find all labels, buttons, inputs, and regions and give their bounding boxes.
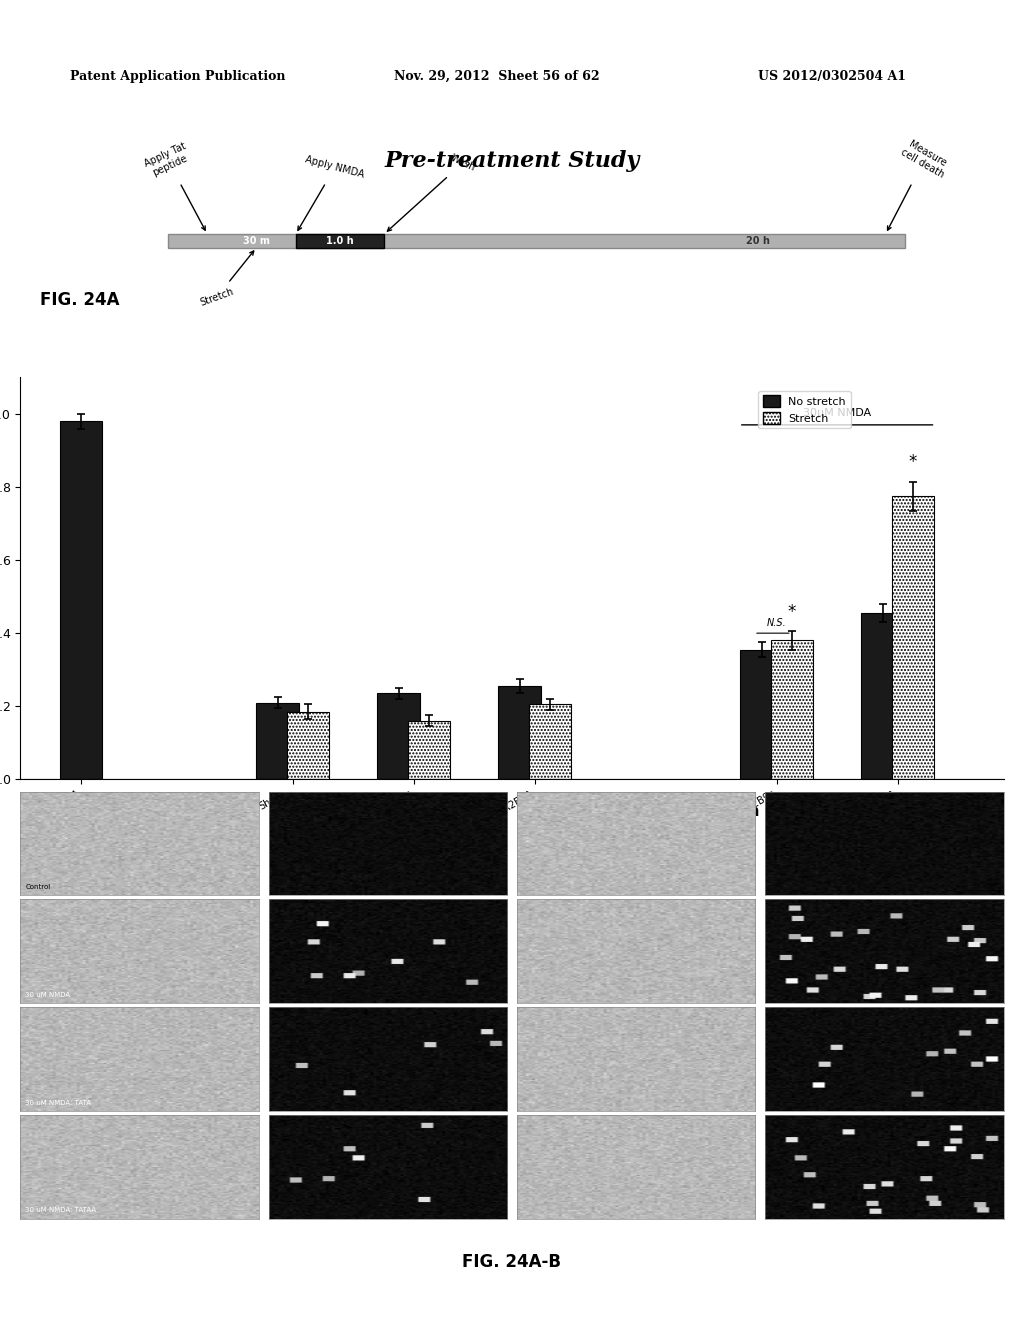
Text: Nov. 29, 2012  Sheet 56 of 62: Nov. 29, 2012 Sheet 56 of 62 xyxy=(394,70,600,83)
Bar xyxy=(499,686,541,779)
Bar xyxy=(861,612,904,779)
Bar xyxy=(287,711,329,779)
Text: FIG. 24A-B: FIG. 24A-B xyxy=(463,1253,561,1271)
Legend: No stretch, Stretch: No stretch, Stretch xyxy=(759,391,851,428)
Text: 30μM NMDA: 30μM NMDA xyxy=(803,408,871,417)
Text: Control: Control xyxy=(26,884,50,890)
Text: 20 h: 20 h xyxy=(745,236,770,246)
Text: *: * xyxy=(908,453,916,471)
Text: Stretch: Stretch xyxy=(696,804,760,820)
Text: 30 m: 30 m xyxy=(243,236,270,246)
Text: FIG. 24A: FIG. 24A xyxy=(40,290,120,309)
Text: 30 uM NMDA: TATA: 30 uM NMDA: TATA xyxy=(26,1100,91,1106)
Text: US 2012/0302504 A1: US 2012/0302504 A1 xyxy=(758,70,906,83)
Text: 30 uM NMDA: 30 uM NMDA xyxy=(26,991,71,998)
Text: N.S.: N.S. xyxy=(767,618,786,628)
Text: Pre-treatment Study: Pre-treatment Study xyxy=(384,150,640,173)
Bar xyxy=(771,640,813,779)
FancyBboxPatch shape xyxy=(168,234,905,248)
Bar xyxy=(408,721,450,779)
Text: Measure
cell death: Measure cell death xyxy=(888,137,951,230)
Text: Patent Application Publication: Patent Application Publication xyxy=(70,70,285,83)
FancyBboxPatch shape xyxy=(296,234,384,248)
Text: 1.0 h: 1.0 h xyxy=(327,236,353,246)
Bar xyxy=(740,649,782,779)
Text: Apply NMDA: Apply NMDA xyxy=(298,154,366,230)
Text: Wash: Wash xyxy=(387,153,477,231)
Bar xyxy=(256,702,299,779)
Text: FIG. 24B: FIG. 24B xyxy=(40,792,120,809)
Bar xyxy=(378,693,420,779)
Bar xyxy=(892,496,934,779)
Text: 30 uM NMDA: TATAA: 30 uM NMDA: TATAA xyxy=(26,1208,96,1213)
Bar xyxy=(528,705,571,779)
Text: No stretch: No stretch xyxy=(270,804,360,820)
Text: Apply Tat
peptide: Apply Tat peptide xyxy=(143,141,205,230)
Text: Stretch: Stretch xyxy=(199,251,254,308)
Text: *: * xyxy=(787,603,796,620)
Bar xyxy=(59,421,102,779)
